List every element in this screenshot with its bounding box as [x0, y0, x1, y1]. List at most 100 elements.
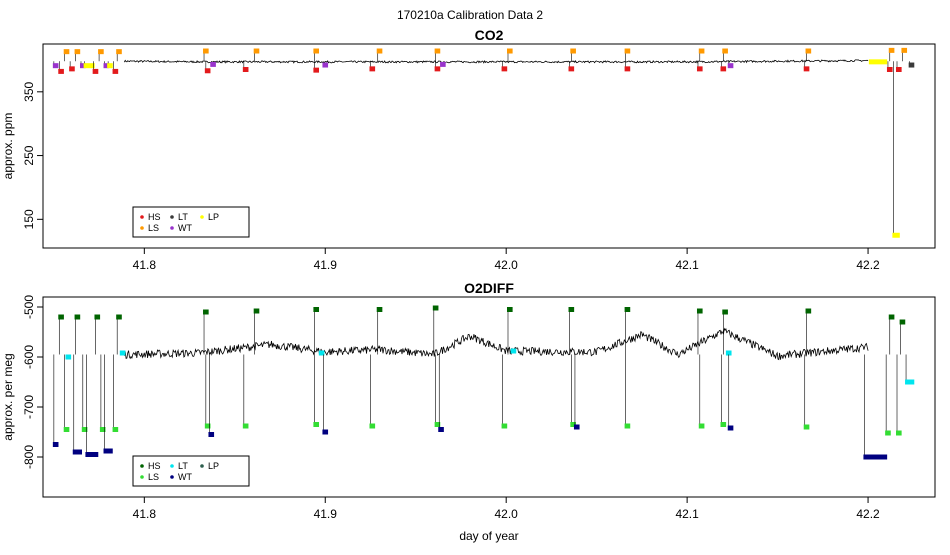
data-segment — [899, 319, 906, 325]
legend-label: LP — [208, 461, 219, 471]
data-segment — [112, 68, 119, 74]
data-segment — [570, 422, 576, 427]
legend-label: WT — [178, 472, 192, 482]
data-segment — [72, 449, 82, 455]
legend-label: LP — [208, 212, 219, 222]
data-segment — [116, 314, 122, 320]
data-segment — [698, 48, 705, 54]
data-segment — [573, 424, 580, 430]
y-tick-label: 250 — [22, 145, 36, 165]
data-segment — [85, 452, 99, 457]
data-segment — [501, 66, 508, 72]
legend-box — [132, 206, 250, 238]
legend-marker — [170, 215, 174, 219]
data-segment — [886, 67, 893, 72]
y-axis-label: approx. per meg — [1, 353, 15, 440]
data-segment — [313, 422, 320, 427]
legend-marker — [170, 226, 174, 230]
data-segment — [313, 67, 320, 73]
data-segment — [208, 432, 215, 437]
data-segment — [432, 305, 439, 311]
data-segment — [210, 61, 216, 67]
legend-marker — [140, 464, 144, 468]
data-segment — [803, 424, 810, 430]
data-segment — [568, 66, 575, 72]
data-segment — [727, 63, 734, 69]
data-segment — [434, 66, 441, 72]
data-segment — [116, 49, 122, 55]
data-segment — [119, 350, 126, 356]
panel-o2diff: O2DIFF 41.8 41.9 42.0 42.1 42.2 -800 -700 -600 -5… — [1, 280, 936, 543]
data-segment — [696, 66, 703, 72]
y-tick-label: -700 — [22, 395, 36, 419]
data-segment — [624, 307, 631, 312]
legend-label: LT — [178, 212, 188, 222]
legend-label: LT — [178, 461, 188, 471]
legend-label: HS — [148, 212, 161, 222]
data-segment — [112, 427, 119, 432]
x-tick-label: 41.9 — [314, 258, 338, 272]
data-segment — [322, 62, 329, 68]
legend-label: HS — [148, 461, 161, 471]
baseline-trace — [124, 59, 869, 64]
legend-marker — [140, 226, 144, 230]
legend-marker — [200, 215, 204, 219]
data-segment — [322, 429, 329, 435]
data-segment — [805, 48, 812, 54]
data-segment — [376, 307, 383, 312]
panel-co2: CO2 41.8 41.9 42.0 42.1 42.2 150 250 350 approx. … — [1, 27, 936, 272]
figure-title: 170210a Calibration Data 2 — [397, 8, 543, 22]
data-segment — [510, 348, 517, 354]
data-segment — [313, 48, 320, 54]
data-segment — [888, 47, 895, 53]
data-segment — [725, 350, 732, 356]
data-segment — [434, 48, 441, 54]
y-tick-label: -800 — [22, 445, 36, 469]
data-segment — [369, 66, 376, 72]
legend-label: WT — [178, 223, 192, 233]
data-segment — [203, 48, 209, 54]
data-segment — [624, 423, 631, 429]
legend-marker — [200, 464, 204, 468]
data-segment — [318, 350, 325, 356]
data-segment — [253, 48, 260, 54]
data-segment — [863, 454, 888, 460]
data-segment — [74, 314, 81, 320]
data-segment — [203, 309, 209, 315]
legend-marker — [170, 464, 174, 468]
data-segment — [107, 63, 113, 69]
data-segment — [570, 48, 576, 54]
data-segment — [52, 442, 59, 447]
data-segment — [905, 379, 915, 385]
x-tick-label: 42.0 — [495, 258, 519, 272]
legend-box — [132, 455, 250, 487]
panel-title: CO2 — [475, 27, 504, 43]
data-segment — [52, 63, 59, 69]
data-segment — [896, 67, 902, 72]
data-segment — [376, 48, 383, 54]
data-segment — [58, 314, 64, 320]
plot-frame — [42, 43, 936, 249]
data-segment — [81, 427, 88, 432]
data-segment — [896, 430, 902, 436]
data-segment — [313, 307, 320, 312]
baseline-trace — [124, 327, 869, 361]
data-segment — [506, 48, 513, 54]
data-segment — [501, 423, 508, 429]
legend-marker — [140, 215, 144, 219]
data-segment — [103, 448, 113, 454]
data-segment — [63, 49, 70, 55]
legend-marker — [140, 475, 144, 479]
data-segment — [438, 427, 444, 432]
x-tick-label: 42.2 — [856, 258, 880, 272]
y-tick-label: 150 — [22, 209, 36, 229]
plot-frame — [42, 296, 936, 498]
data-segment — [58, 68, 64, 74]
data-segment — [99, 427, 106, 432]
data-segment — [908, 62, 915, 68]
data-segment — [83, 63, 95, 69]
data-segment — [65, 354, 72, 360]
x-axis-label: day of year — [459, 529, 518, 543]
data-segment — [63, 427, 70, 432]
